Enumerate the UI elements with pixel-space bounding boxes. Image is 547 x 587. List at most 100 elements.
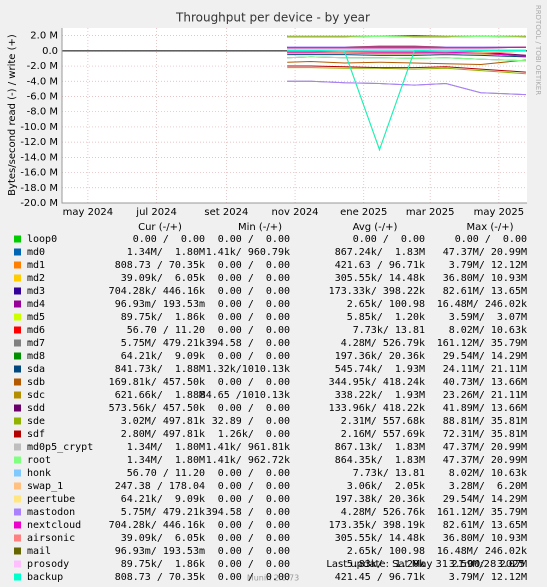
legend-max: 3.59M/ 3.07M xyxy=(449,312,527,323)
legend-min: 0.00 / 0.00 xyxy=(218,403,290,414)
x-tick-label: nov 2024 xyxy=(272,207,319,218)
legend-swatch xyxy=(14,313,21,321)
legend-min: 0.00 / 0.00 xyxy=(218,299,290,310)
series-line xyxy=(287,50,526,152)
legend-max: 82.61M/ 13.65M xyxy=(443,286,527,297)
legend-avg: 2.65k/ 100.98 xyxy=(347,546,425,557)
legend-label: md2 xyxy=(27,273,45,284)
y-tick-label: -8.0 M xyxy=(27,107,58,118)
legend-label: backup xyxy=(27,572,63,583)
legend-max: 16.48M/ 246.02k xyxy=(437,299,527,310)
series-line xyxy=(287,59,526,66)
chart-title: Throughput per device - by year xyxy=(175,11,370,25)
series-line xyxy=(287,67,526,75)
legend-cur: 621.66k/ 1.88M xyxy=(115,390,205,401)
footer: Last update: Sat May 31 21:00:28 2025 xyxy=(326,559,525,570)
legend-max: 82.61M/ 13.65M xyxy=(443,520,527,531)
legend-label: sdf xyxy=(27,429,45,440)
legend-label: sde xyxy=(27,416,45,427)
series-line xyxy=(287,65,526,73)
legend-min: 32.89 / 0.00 xyxy=(212,416,290,427)
legend-min: 0.00 / 0.00 xyxy=(218,273,290,284)
series-line xyxy=(287,35,526,38)
legend-swatch xyxy=(14,287,21,295)
legend-min: 1.32k/1010.13k xyxy=(206,364,290,375)
legend-max: 0.00 / 0.00 xyxy=(455,234,527,245)
legend-avg: 0.00 / 0.00 xyxy=(353,234,425,245)
legend-cur: 704.28k/ 446.16k xyxy=(109,520,205,531)
legend-swatch xyxy=(14,248,21,256)
legend-cur: 3.02M/ 497.81k xyxy=(121,416,205,427)
x-tick-label: may 2024 xyxy=(63,207,113,218)
legend-label: loop0 xyxy=(27,234,57,245)
legend-min: 0.00 / 0.00 xyxy=(218,351,290,362)
legend-swatch xyxy=(14,547,21,555)
legend-label: md8 xyxy=(27,351,45,362)
legend-swatch xyxy=(14,339,21,347)
legend-min: 0.00 / 0.00 xyxy=(218,377,290,388)
legend-swatch xyxy=(14,508,21,516)
legend-label: sdd xyxy=(27,403,45,414)
legend-swatch xyxy=(14,378,21,386)
side-note: RRDTOOL / TOBI OETIKER xyxy=(534,5,542,95)
legend-cur: 89.75k/ 1.86k xyxy=(121,312,205,323)
version: Munin 2.0.73 xyxy=(247,574,299,583)
legend-label: md4 xyxy=(27,299,45,310)
legend-max: 3.79M/ 12.12M xyxy=(449,572,527,583)
legend-max: 23.26M/ 21.11M xyxy=(443,390,527,401)
column-header: Min (-/+) xyxy=(238,222,282,233)
legend-label: mastodon xyxy=(27,507,75,518)
legend-label: swap_1 xyxy=(27,481,63,492)
legend-max: 161.12M/ 35.79M xyxy=(437,338,527,349)
y-tick-label: -20.0 M xyxy=(20,198,58,209)
legend-swatch xyxy=(14,352,21,360)
legend-label: nextcloud xyxy=(27,520,81,531)
legend-swatch xyxy=(14,300,21,308)
legend-max: 41.89M/ 13.66M xyxy=(443,403,527,414)
legend-swatch xyxy=(14,235,21,243)
legend-min: 1.41k/ 961.81k xyxy=(206,442,290,453)
legend-cur: 247.38 / 178.04 xyxy=(115,481,205,492)
legend-min: 84.65 /1010.13k xyxy=(200,390,290,401)
legend-label: mail xyxy=(27,546,51,557)
legend-swatch xyxy=(14,391,21,399)
legend-avg: 344.95k/ 418.24k xyxy=(329,377,425,388)
legend-cur: 1.34M/ 1.80M xyxy=(127,247,205,258)
legend-avg: 867.13k/ 1.83M xyxy=(335,442,425,453)
legend-label: sdb xyxy=(27,377,45,388)
x-tick-label: mar 2025 xyxy=(406,207,455,218)
legend-label: md0p5_crypt xyxy=(27,442,93,453)
legend-avg: 2.16M/ 557.69k xyxy=(341,429,425,440)
legend-swatch xyxy=(14,404,21,412)
legend-min: 394.58 / 0.00 xyxy=(206,507,290,518)
y-tick-label: -2.0 M xyxy=(27,61,58,72)
y-tick-label: -10.0 M xyxy=(20,122,58,133)
legend-min: 0.00 / 0.00 xyxy=(218,325,290,336)
legend-avg: 867.24k/ 1.83M xyxy=(335,247,425,258)
legend-max: 16.48M/ 246.02k xyxy=(437,546,527,557)
legend-cur: 5.75M/ 479.21k xyxy=(121,338,205,349)
legend-avg: 4.28M/ 526.76k xyxy=(341,507,425,518)
series-line xyxy=(287,54,526,58)
legend-min: 0.00 / 0.00 xyxy=(218,468,290,479)
legend-min: 0.00 / 0.00 xyxy=(218,234,290,245)
legend-avg: 133.96k/ 418.22k xyxy=(329,403,425,414)
legend-cur: 704.28k/ 446.16k xyxy=(109,286,205,297)
legend-cur: 841.73k/ 1.88M xyxy=(115,364,205,375)
legend-cur: 2.80M/ 497.81k xyxy=(121,429,205,440)
legend-avg: 2.65k/ 100.98 xyxy=(347,299,425,310)
legend-max: 88.81M/ 35.81M xyxy=(443,416,527,427)
series-line xyxy=(287,56,526,62)
legend-cur: 0.00 / 0.00 xyxy=(133,234,205,245)
y-tick-label: 2.0 M xyxy=(30,31,58,42)
legend-avg: 5.83k/ 1.20k xyxy=(347,559,425,570)
legend-label: md3 xyxy=(27,286,45,297)
column-header: Cur (-/+) xyxy=(138,222,182,233)
legend-cur: 56.70 / 11.20 xyxy=(127,325,205,336)
legend-label: md7 xyxy=(27,338,45,349)
legend-avg: 173.35k/ 398.19k xyxy=(329,520,425,531)
x-tick-label: ene 2025 xyxy=(340,207,387,218)
legend-label: root xyxy=(27,455,51,466)
legend-avg: 7.73k/ 13.81 xyxy=(353,325,425,336)
legend-avg: 2.31M/ 557.68k xyxy=(341,416,425,427)
